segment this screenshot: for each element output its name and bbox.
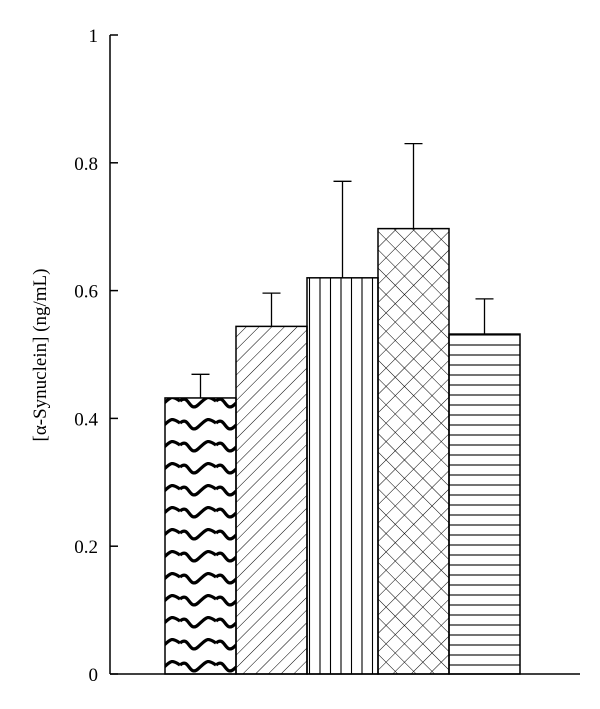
bar-1 [164, 397, 237, 675]
y-tick-label: 0.4 [74, 409, 98, 430]
bar-5 [448, 333, 521, 675]
bar-4 [377, 227, 450, 675]
y-axis-title: [α-Synuclein] (ng/mL) [30, 269, 51, 442]
y-tick-label: 0 [89, 665, 99, 686]
y-tick-label: 1 [89, 26, 99, 47]
error-bars-group [191, 142, 494, 398]
y-tick-label: 0.2 [74, 537, 98, 558]
bars-group [164, 227, 521, 675]
y-axis-ticks: 0 0.2 0.4 0.6 0.8 1 [74, 26, 118, 686]
y-tick-label: 0.8 [74, 154, 98, 175]
bar-2 [235, 325, 308, 675]
y-tick-label: 0.6 [74, 282, 98, 303]
bar-3 [306, 277, 379, 675]
